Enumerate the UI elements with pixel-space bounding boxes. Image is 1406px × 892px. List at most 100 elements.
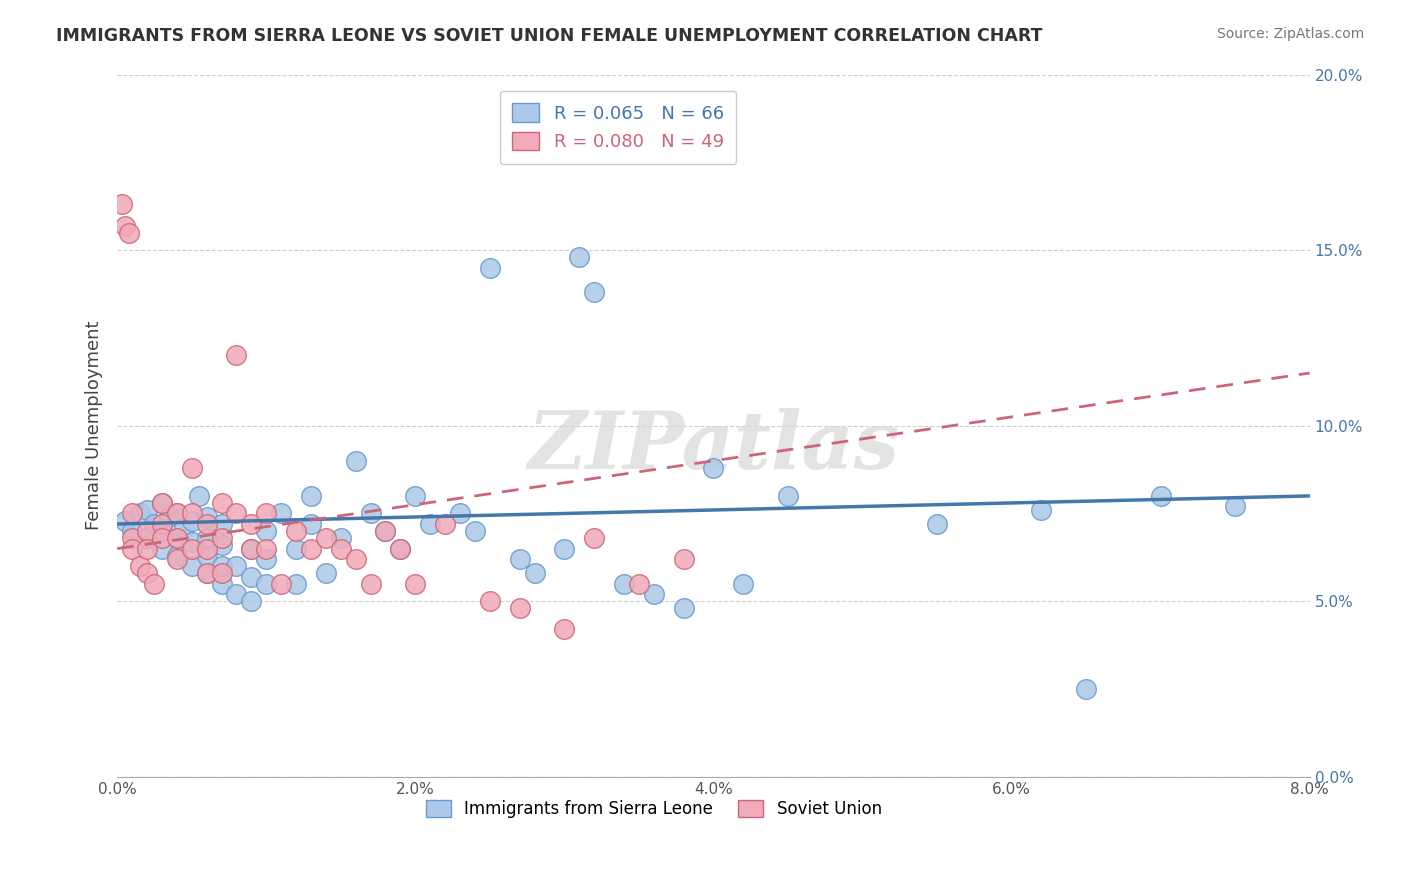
Point — [143, 576, 166, 591]
Point — [672, 601, 695, 615]
Point — [180, 460, 202, 475]
Point — [733, 576, 755, 591]
Point — [211, 516, 233, 531]
Point — [150, 496, 173, 510]
Point — [150, 524, 173, 538]
Point — [195, 531, 218, 545]
Point — [180, 541, 202, 556]
Point — [211, 496, 233, 510]
Point — [285, 524, 308, 538]
Point — [1031, 503, 1053, 517]
Point — [360, 576, 382, 591]
Point — [118, 226, 141, 240]
Point — [404, 489, 426, 503]
Point — [166, 507, 188, 521]
Point — [195, 510, 218, 524]
Point — [360, 507, 382, 521]
Point — [389, 541, 412, 556]
Point — [240, 516, 263, 531]
Point — [150, 516, 173, 531]
Point — [509, 601, 531, 615]
Point — [166, 531, 188, 545]
Point — [672, 552, 695, 566]
Point — [180, 514, 202, 528]
Point — [509, 552, 531, 566]
Point — [523, 566, 546, 581]
Point — [553, 541, 575, 556]
Point — [157, 510, 180, 524]
Point — [643, 587, 665, 601]
Point — [180, 507, 202, 521]
Point — [166, 549, 188, 563]
Point — [270, 507, 292, 521]
Point — [254, 524, 277, 538]
Text: Source: ZipAtlas.com: Source: ZipAtlas.com — [1216, 27, 1364, 41]
Point — [180, 559, 202, 574]
Point — [225, 559, 247, 574]
Point — [389, 541, 412, 556]
Point — [299, 489, 322, 503]
Point — [344, 454, 367, 468]
Point — [464, 524, 486, 538]
Point — [128, 507, 150, 521]
Point — [225, 587, 247, 601]
Text: ZIPatlas: ZIPatlas — [527, 408, 900, 485]
Point — [225, 507, 247, 521]
Point — [925, 516, 948, 531]
Point — [121, 507, 143, 521]
Point — [195, 566, 218, 581]
Point — [150, 496, 173, 510]
Point — [404, 576, 426, 591]
Point — [1223, 500, 1246, 514]
Point — [121, 531, 143, 545]
Point — [299, 541, 322, 556]
Point — [449, 507, 471, 521]
Point — [329, 531, 352, 545]
Point — [136, 503, 159, 517]
Point — [627, 576, 650, 591]
Point — [136, 524, 159, 538]
Point — [613, 576, 636, 591]
Point — [211, 566, 233, 581]
Point — [434, 516, 457, 531]
Point — [583, 531, 606, 545]
Point — [195, 549, 218, 563]
Point — [166, 531, 188, 545]
Point — [254, 507, 277, 521]
Point — [195, 516, 218, 531]
Point — [136, 531, 159, 545]
Point — [128, 559, 150, 574]
Point — [240, 570, 263, 584]
Point — [114, 219, 136, 233]
Point — [211, 531, 233, 545]
Point — [136, 541, 159, 556]
Point — [225, 348, 247, 362]
Point — [121, 541, 143, 556]
Point — [211, 559, 233, 574]
Point — [299, 516, 322, 531]
Point — [702, 460, 724, 475]
Point — [150, 541, 173, 556]
Text: IMMIGRANTS FROM SIERRA LEONE VS SOVIET UNION FEMALE UNEMPLOYMENT CORRELATION CHA: IMMIGRANTS FROM SIERRA LEONE VS SOVIET U… — [56, 27, 1043, 45]
Point — [285, 576, 308, 591]
Legend: Immigrants from Sierra Leone, Soviet Union: Immigrants from Sierra Leone, Soviet Uni… — [419, 793, 889, 825]
Point — [195, 541, 218, 556]
Point — [1149, 489, 1171, 503]
Point — [285, 541, 308, 556]
Point — [315, 566, 337, 581]
Point — [374, 524, 396, 538]
Point — [111, 197, 134, 211]
Point — [776, 489, 799, 503]
Point — [270, 576, 292, 591]
Point — [166, 552, 188, 566]
Point — [583, 285, 606, 300]
Point — [240, 541, 263, 556]
Point — [143, 516, 166, 531]
Point — [315, 531, 337, 545]
Point — [553, 623, 575, 637]
Point — [254, 552, 277, 566]
Point — [478, 594, 501, 608]
Point — [136, 566, 159, 581]
Point — [114, 514, 136, 528]
Point — [195, 566, 218, 581]
